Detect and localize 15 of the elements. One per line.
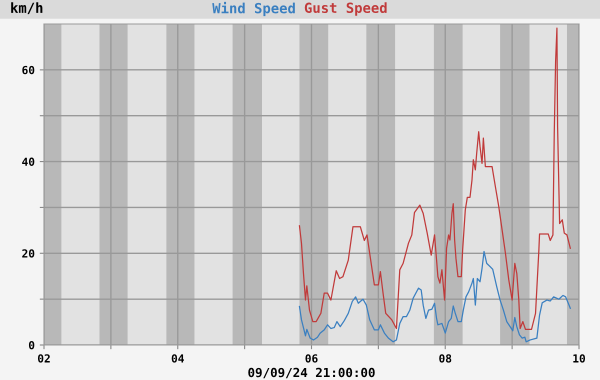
line-series	[298, 28, 571, 330]
y-tick-label: 40	[22, 158, 34, 166]
x-tick-label: 04	[172, 354, 184, 363]
y-tick-label: 20	[22, 249, 34, 258]
text: Wind Speed	[212, 2, 295, 16]
y-tick-label: 60	[22, 66, 34, 74]
y-tick-label: 0	[28, 340, 34, 350]
x-tick-label: 10	[573, 354, 586, 363]
line-series	[298, 250, 571, 342]
x-tick-label: 02	[38, 354, 50, 363]
x-tick-label: 06	[305, 354, 318, 363]
y-axis-title: km/h	[11, 2, 42, 14]
x-tick-label: 08	[439, 354, 452, 363]
text: Gust Speed	[304, 2, 387, 16]
x-axis-title: 09/09/24 21:00:00	[248, 368, 375, 378]
